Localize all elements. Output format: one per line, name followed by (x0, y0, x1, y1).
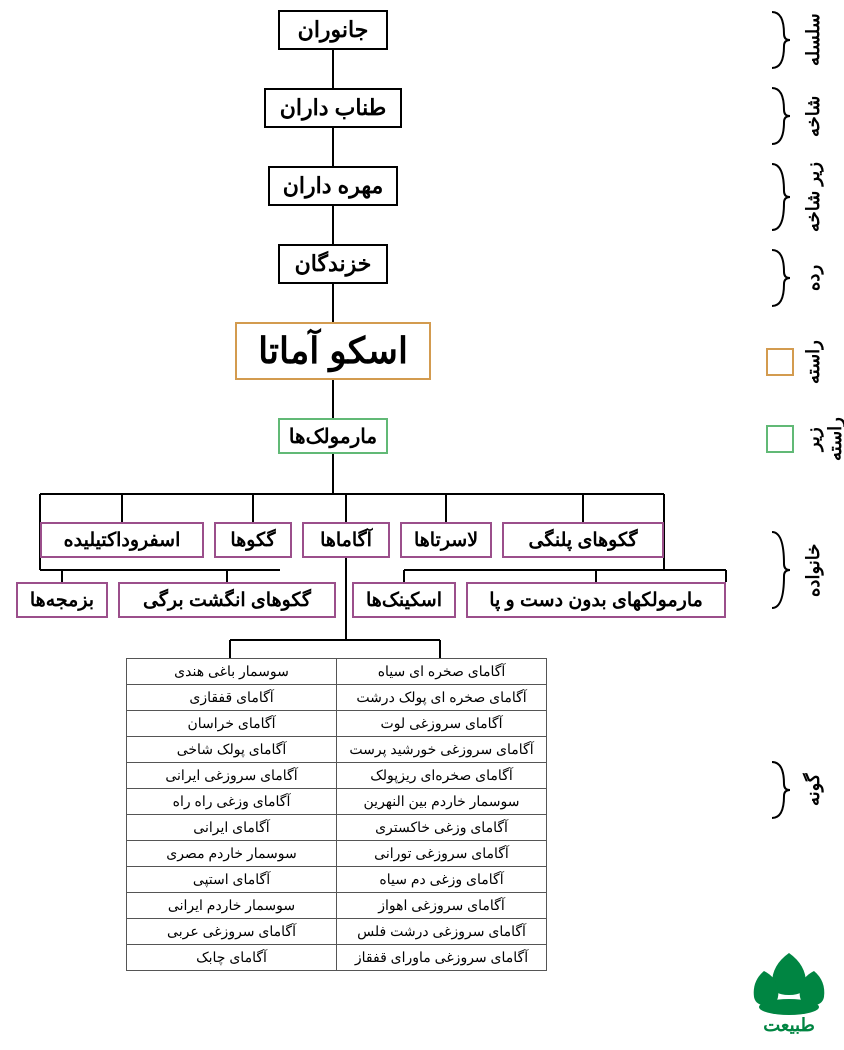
family-box: بزمجه‌ها (16, 582, 108, 618)
hierarchy-level2: طناب داران (264, 88, 402, 128)
taxonomy-bracket (770, 760, 792, 820)
species-cell: سوسمار خاردم بین النهرین (337, 789, 547, 815)
taxonomy-label: راسته (802, 334, 824, 390)
species-row: آگامای سروزغی ماورای قفقازآگامای چابک (127, 945, 547, 971)
species-row: آگامای وزغی دم سیاهآگامای استپی (127, 867, 547, 893)
species-cell: آگامای سروزغی اهواز (337, 893, 547, 919)
species-row: آگامای سروزغی خورشید پرستآگامای پولک شاخ… (127, 737, 547, 763)
taxonomy-label: زیر شاخه (802, 162, 824, 232)
family-box: مارمولکهای بدون دست و پا (466, 582, 726, 618)
species-cell: آگامای چابک (127, 945, 337, 971)
species-cell: آگامای سروزغی عربی (127, 919, 337, 945)
species-cell: آگامای پولک شاخی (127, 737, 337, 763)
species-row: آگامای صخره ای سیاهسوسمار باغی هندی (127, 659, 547, 685)
species-cell: سوسمار خاردم ایرانی (127, 893, 337, 919)
species-cell: آگامای قفقازی (127, 685, 337, 711)
species-row: آگامای وزغی خاکستریآگامای ایرانی (127, 815, 547, 841)
species-cell: آگامای سروزغی خورشید پرست (337, 737, 547, 763)
species-row: آگامای سروزغی اهوازسوسمار خاردم ایرانی (127, 893, 547, 919)
species-row: آگامای صخره ای پولک درشتآگامای قفقازی (127, 685, 547, 711)
taxonomy-label: شاخه (802, 86, 824, 146)
taxonomy-bracket (770, 530, 792, 610)
family-box: اسکینک‌ها (352, 582, 456, 618)
species-row: سوسمار خاردم بین النهرینآگامای وزغی راه … (127, 789, 547, 815)
species-cell: آگامای صخره‌ای ریزپولک (337, 763, 547, 789)
taxonomy-bracket (770, 86, 792, 146)
species-cell: آگامای ایرانی (127, 815, 337, 841)
species-table: آگامای صخره ای سیاهسوسمار باغی هندیآگاما… (126, 658, 547, 971)
hierarchy-level4: خزندگان (278, 244, 388, 284)
species-cell: آگامای سروزغی تورانی (337, 841, 547, 867)
logo: طبیعت (744, 945, 834, 1040)
family-box: آگاماها (302, 522, 390, 558)
species-row: آگامای سروزغی لوتآگامای خراسان (127, 711, 547, 737)
species-row: آگامای سروزغی تورانیسوسمار خاردم مصری (127, 841, 547, 867)
taxonomy-bracket (770, 248, 792, 308)
species-cell: آگامای سروزغی ایرانی (127, 763, 337, 789)
legend-box (766, 425, 794, 453)
species-cell: آگامای وزغی خاکستری (337, 815, 547, 841)
taxonomy-label: زیر راسته (802, 406, 844, 472)
taxonomy-label: سلسله (802, 10, 824, 70)
species-cell: آگامای وزغی دم سیاه (337, 867, 547, 893)
family-box: گکوهای انگشت برگی (118, 582, 336, 618)
hierarchy-level3: مهره داران (268, 166, 398, 206)
species-cell: آگامای وزغی راه راه (127, 789, 337, 815)
species-cell: سوسمار خاردم مصری (127, 841, 337, 867)
species-cell: سوسمار باغی هندی (127, 659, 337, 685)
taxonomy-bracket (770, 10, 792, 70)
species-row: آگامای صخره‌ای ریزپولکآگامای سروزغی ایرا… (127, 763, 547, 789)
species-cell: آگامای سروزغی درشت فلس (337, 919, 547, 945)
taxonomy-label: گونه (802, 760, 824, 820)
species-cell: آگامای سروزغی لوت (337, 711, 547, 737)
family-box: لاسرتاها (400, 522, 492, 558)
svg-text:طبیعت: طبیعت (763, 1015, 815, 1035)
family-box: اسفروداکتیلیده (40, 522, 204, 558)
species-cell: آگامای صخره ای سیاه (337, 659, 547, 685)
species-cell: آگامای صخره ای پولک درشت (337, 685, 547, 711)
hierarchy-level5: اسکو آماتا (235, 322, 431, 380)
species-cell: آگامای سروزغی ماورای قفقاز (337, 945, 547, 971)
species-cell: آگامای خراسان (127, 711, 337, 737)
species-cell: آگامای استپی (127, 867, 337, 893)
species-row: آگامای سروزغی درشت فلسآگامای سروزغی عربی (127, 919, 547, 945)
hierarchy-level1: جانوران (278, 10, 388, 50)
family-box: گکوها (214, 522, 292, 558)
family-box: گکوهای پلنگی (502, 522, 664, 558)
taxonomy-label: رده (802, 248, 824, 308)
legend-box (766, 348, 794, 376)
taxonomy-label: خانواده (802, 530, 824, 610)
hierarchy-level6: مارمولک‌ها (278, 418, 388, 454)
taxonomy-bracket (770, 162, 792, 232)
